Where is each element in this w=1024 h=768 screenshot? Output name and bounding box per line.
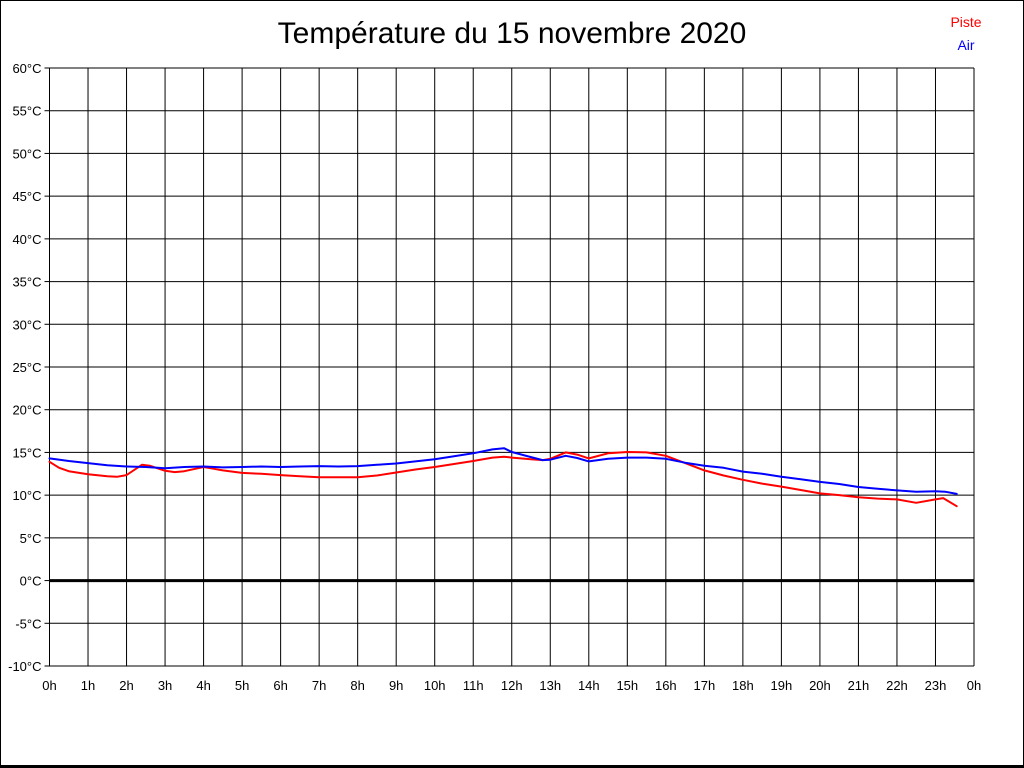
series-line-air — [48, 447, 958, 495]
x-tick-label: 1h — [81, 678, 95, 693]
y-tick-label: 55°C — [12, 104, 41, 119]
legend-item-air: Air — [957, 37, 975, 53]
x-tick-label: 2h — [119, 678, 133, 693]
x-tick-label: 20h — [809, 678, 831, 693]
x-tick-label: 14h — [578, 678, 600, 693]
x-tick-label: 16h — [655, 678, 677, 693]
x-tick-label: 12h — [501, 678, 523, 693]
x-tick-label: 21h — [848, 678, 870, 693]
x-tick-label: 23h — [925, 678, 947, 693]
x-tick-label: 18h — [732, 678, 754, 693]
x-tick-label: 6h — [273, 678, 287, 693]
x-tick-label: 3h — [158, 678, 172, 693]
x-tick-label: 8h — [350, 678, 364, 693]
x-tick-label: 0h — [42, 678, 56, 693]
chart-title: Température du 15 novembre 2020 — [277, 17, 747, 50]
y-tick-label: 35°C — [12, 275, 41, 290]
x-tick-label: 22h — [886, 678, 908, 693]
chart-legend: Piste Air — [923, 11, 1009, 57]
y-tick-label: -10°C — [8, 659, 41, 674]
y-tick-label: 45°C — [12, 189, 41, 204]
y-tick-label: -5°C — [15, 616, 41, 631]
legend-item-piste: Piste — [950, 14, 982, 30]
series-line-piste — [48, 451, 958, 508]
y-tick-label: 30°C — [12, 317, 41, 332]
y-tick-label: 60°C — [12, 61, 41, 76]
y-tick-label: 40°C — [12, 232, 41, 247]
y-tick-label: 5°C — [20, 531, 42, 546]
y-tick-label: 0°C — [20, 574, 42, 589]
x-tick-label: 7h — [312, 678, 326, 693]
x-tick-label: 15h — [616, 678, 638, 693]
x-tick-label: 9h — [389, 678, 403, 693]
y-tick-label: 25°C — [12, 360, 41, 375]
y-tick-label: 20°C — [12, 403, 41, 418]
x-tick-label: 17h — [694, 678, 716, 693]
x-tick-label: 4h — [196, 678, 210, 693]
x-tick-label: 13h — [539, 678, 561, 693]
y-tick-label: 10°C — [12, 488, 41, 503]
x-tick-label: 0h — [967, 678, 981, 693]
x-tick-label: 11h — [463, 678, 484, 693]
x-tick-label: 5h — [235, 678, 249, 693]
y-tick-label: 50°C — [12, 146, 41, 161]
x-tick-label: 19h — [771, 678, 793, 693]
y-tick-label: 15°C — [12, 445, 41, 460]
x-tick-label: 10h — [424, 678, 446, 693]
